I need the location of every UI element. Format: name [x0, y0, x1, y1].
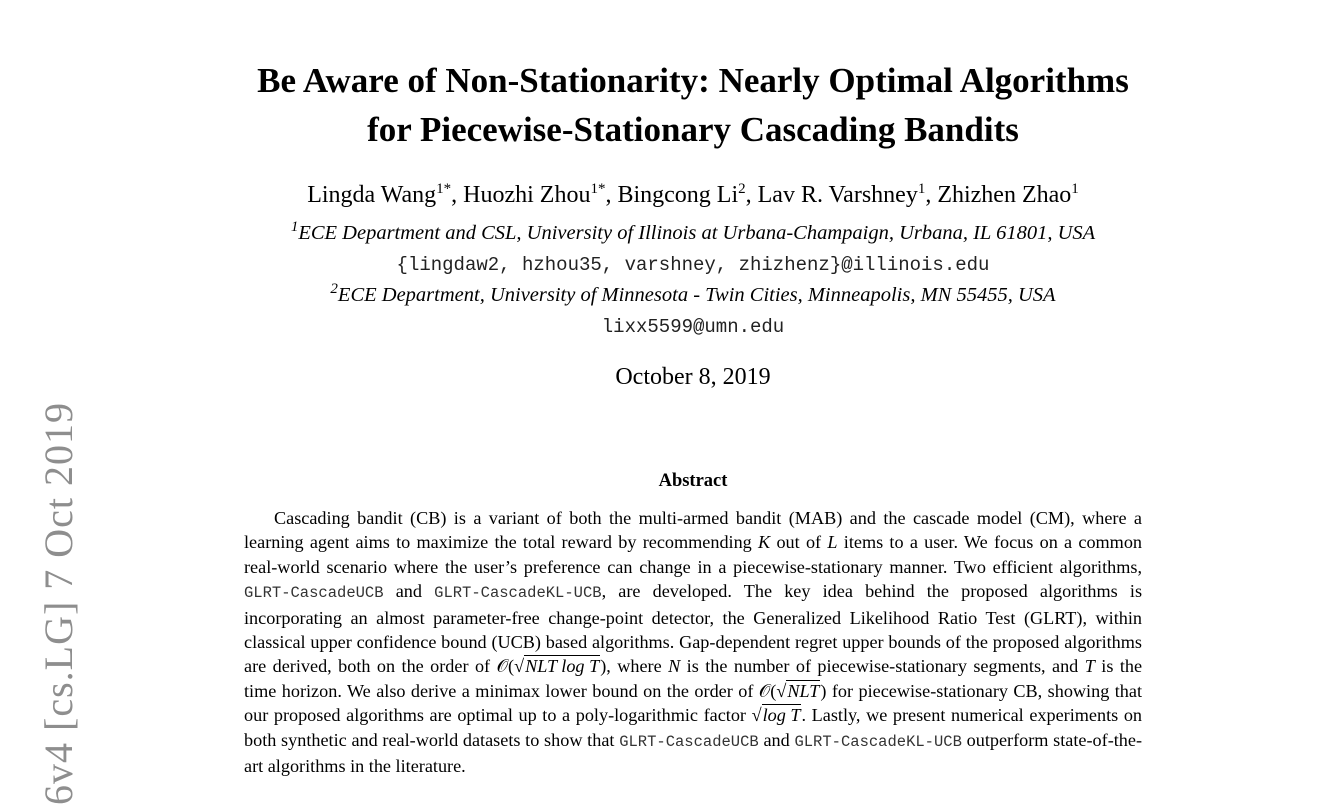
abstract-text: . Lastly, we present numerical experimen… — [244, 705, 1143, 750]
author-name: Zhizhen Zhao — [937, 182, 1072, 208]
arxiv-stamp: 6v4 [cs.LG] 7 Oct 2019 — [36, 401, 81, 805]
author-name: Lingda Wang — [307, 182, 437, 208]
author-affil-mark: 1* — [590, 181, 606, 197]
affiliation-mark: 1 — [290, 219, 299, 236]
author-affil-mark: 1 — [917, 181, 926, 197]
author-list: Lingda Wang1*, Huozhi Zhou1*, Bingcong L… — [307, 181, 1079, 209]
author-affil-mark: 1 — [1071, 181, 1079, 197]
abstract-text: is the time horizon. We also derive a mi… — [244, 656, 1143, 701]
email-2: lixx5599@umn.edu — [601, 316, 785, 338]
abstract-text: out of — [776, 532, 822, 553]
email-1: {lingdaw2, hzhou35, varshney, zhizhenz}@… — [396, 254, 990, 276]
title-line-1: Be Aware of Non-Stationarity: Nearly Opt… — [257, 61, 1129, 100]
title-line-2: for Piecewise-Stationary Cascading Bandi… — [367, 110, 1019, 149]
affiliation-mark: 2 — [330, 281, 338, 298]
author-affil-mark: 1* — [436, 181, 452, 197]
algorithm-name: GLRT-CascadeUCB — [244, 584, 384, 603]
affiliation-text: ECE Department, University of Minnesota … — [337, 284, 1056, 306]
abstract-text: and — [763, 729, 790, 750]
author-name: Huozhi Zhou — [463, 182, 591, 208]
abstract-text: outperform state-of-the-art algorithms i… — [244, 729, 1143, 777]
affiliation-text: ECE Department and CSL, University of Il… — [298, 222, 1096, 244]
abstract-text: , where — [606, 656, 662, 677]
author-affil-mark: 2 — [738, 181, 746, 197]
math-k: K — [758, 532, 771, 553]
math-t: T — [1084, 656, 1095, 677]
affiliation-1: 1ECE Department and CSL, University of I… — [150, 220, 1236, 246]
math-n: N — [668, 656, 681, 677]
abstract-text: for piecewise-stationary CB, showing tha… — [244, 680, 1142, 726]
abstract-text: and — [395, 581, 422, 602]
abstract-text: items to a user. We focus on a common re… — [244, 532, 1143, 577]
algorithm-name: GLRT-CascadeUCB — [619, 732, 759, 751]
math-factor: √log T — [751, 704, 802, 726]
algorithm-name: GLRT-CascadeKL-UCB — [434, 584, 602, 603]
abstract-body: Cascading bandit (CB) is a variant of bo… — [244, 506, 1142, 778]
abstract-text: is the number of piecewise-stationary se… — [686, 656, 1079, 677]
author-name: Lav R. Varshney — [757, 182, 918, 208]
abstract-text: Cascading bandit (CB) is a variant of bo… — [244, 508, 1142, 553]
math-bound: 𝒪(√NLT log T) — [496, 655, 607, 677]
math-bound: 𝒪(√NLT) — [758, 679, 827, 701]
paper-title: Be Aware of Non-Stationarity: Nearly Opt… — [150, 56, 1236, 154]
paper-date: October 8, 2019 — [615, 364, 771, 390]
abstract-text: , are developed. The key idea behind the… — [244, 581, 1143, 677]
math-l: L — [827, 532, 838, 553]
affiliation-2: 2ECE Department, University of Minnesota… — [150, 282, 1236, 308]
algorithm-name: GLRT-CascadeKL-UCB — [794, 732, 962, 751]
abstract-heading: Abstract — [658, 471, 728, 491]
author-name: Bingcong Li — [617, 182, 739, 208]
